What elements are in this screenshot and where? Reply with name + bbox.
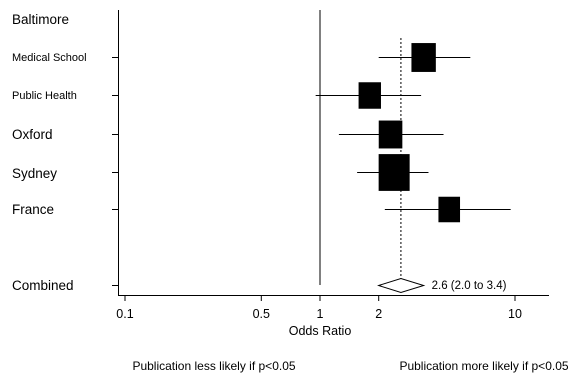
point-estimate-public-health (358, 82, 381, 109)
point-estimate-sydney (378, 154, 410, 191)
caption-more-likely: Publication more likely if p<0.05 (399, 359, 568, 373)
study-label-medical-school: Medical School (12, 52, 87, 64)
study-label-sydney: Sydney (12, 166, 57, 181)
combined-estimate-diamond (377, 277, 426, 294)
study-label-public-health: Public Health (12, 90, 77, 102)
caption-less-likely: Publication less likely if p<0.05 (132, 359, 295, 373)
x-axis-ticks: 0.1 0.5 1 2 10 (116, 295, 522, 321)
x-tick-label-1: 1 (317, 307, 324, 321)
point-estimate-oxford (378, 120, 403, 149)
x-tick-label-0.1: 0.1 (116, 307, 133, 321)
x-tick-label-2: 2 (375, 307, 382, 321)
point-estimate-medical-school (411, 43, 436, 72)
y-axis (112, 10, 119, 295)
combined-label: Combined (12, 278, 74, 293)
study-estimates (315, 43, 511, 223)
x-tick-label-10: 10 (508, 307, 522, 321)
x-axis-title: Odds Ratio (289, 324, 352, 338)
combined-estimate-label: 2.6 (2.0 to 3.4) (432, 280, 507, 292)
study-label-france: France (12, 202, 54, 217)
study-label-oxford: Oxford (12, 127, 53, 142)
point-estimate-france (438, 196, 461, 223)
heading-label-baltimore: Baltimore (12, 12, 69, 27)
x-axis: 0.1 0.5 1 2 10 Odds Ratio (116, 295, 549, 338)
x-tick-label-0.5: 0.5 (253, 307, 270, 321)
